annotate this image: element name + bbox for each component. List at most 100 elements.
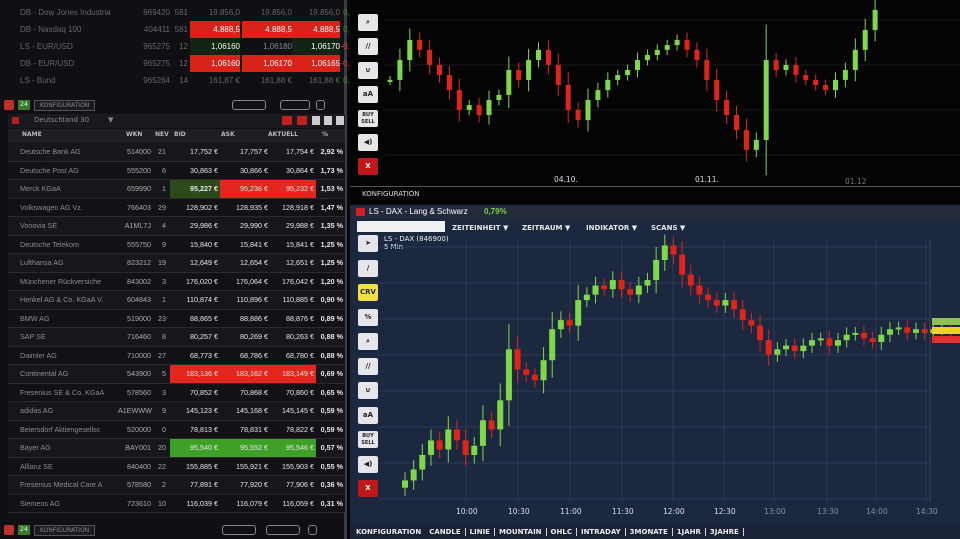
dropdown-icon[interactable]: ▼ [108,116,114,124]
col-bid[interactable]: BID [174,131,186,138]
tab-candle[interactable]: CANDLE [425,528,466,536]
watchlist-title[interactable]: Deutschland 30 [34,116,90,124]
index-row[interactable]: LS - EUR/USD 965275 12 1,06160 1,06180 1,0617… [20,38,368,55]
phone-icon[interactable] [316,100,325,110]
cell-wkn: 543900 [127,369,151,378]
cell-ask: 128,935 € [236,202,268,212]
table-row[interactable]: Lufthansa AG 823212 19 12,649 € 12,654 € 12,6… [8,254,345,273]
table-row[interactable]: Vonovia SE A1ML7J 4 29,986 € 29,990 € 29,988 … [8,217,345,236]
col-nev[interactable]: NEV [155,131,169,138]
alert-icon[interactable] [4,525,14,535]
table-row[interactable]: adidas AG A1EWWW 9 145,123 € 145,168 € 145,14… [8,402,345,421]
buy-sell-tool-icon[interactable]: BUY SELL [358,110,378,127]
configuration-button[interactable]: KONFIGURATION [34,99,96,111]
menu-zeitraum[interactable]: ZEITRAUM ▼ [522,224,571,232]
col-ask[interactable]: ASK [221,131,235,138]
cell-pct: 1,20 % [320,276,343,286]
parallel-lines-tool-icon[interactable]: // [358,38,378,55]
cell-ask: 80,269 € [240,332,268,341]
candle [895,327,902,330]
curve-tool-icon[interactable]: ∪ [358,62,378,79]
line-tool-icon[interactable]: / [358,259,378,277]
cell-nev: 3 [162,276,166,286]
toggle-control[interactable] [232,100,266,110]
candle [497,400,504,430]
table-row[interactable]: Beiersdorf Aktiengesellsc 520000 0 78,813 €… [8,420,345,439]
cell-pct: 1,25 % [320,239,343,249]
bell-icon[interactable] [297,116,307,125]
search-input[interactable] [357,221,445,232]
top-candle-chart[interactable] [350,0,960,203]
menu-scans[interactable]: SCANS ▼ [651,224,686,232]
table-row[interactable]: Henkel AG & Co. KGaA V. 604843 1 110,874 € 1… [8,291,345,310]
cursor-tool-icon[interactable]: ➤ [358,235,378,252]
configuration-button[interactable]: KONFIGURATION [362,190,420,198]
zoom-tool-icon[interactable]: ⌕ [358,333,378,350]
dax-candle-chart[interactable] [350,205,960,525]
tab-3monate[interactable]: 3MONATE [626,528,673,536]
cell-ask: 88,886 € [240,313,268,323]
table-row[interactable]: Fresenius SE & Co. KGaA 578560 3 70,852 € 70… [8,383,345,402]
tab-konfiguration[interactable]: KONFIGURATION [356,528,422,536]
flag-control[interactable] [280,100,310,110]
index-row[interactable]: DB - EUR/USD 965275 12 1,06160 1,06170 1,0616… [20,55,368,72]
index-row[interactable]: LS - Bund 965264 14 161,87 € 161,88 € 161,88 … [20,72,368,89]
index-bid: 1,06160 [190,38,240,55]
tab-intraday[interactable]: INTRADAY [577,528,626,536]
crv-tool-icon[interactable]: CRV [358,284,378,301]
table-row[interactable]: Merck KGaA 659990 1 95,227 €95,236 €95,232 … [8,180,345,199]
alert-icon[interactable] [4,100,14,110]
menu-indikator[interactable]: INDIKATOR ▼ [586,224,638,232]
zoom-tool-icon[interactable]: ⌕ [358,14,378,31]
tab-ohlc[interactable]: OHLC [547,528,577,536]
table-row[interactable]: Daimler AG 710000 27 68,773 € 68,786 € 68,780… [8,346,345,365]
table-row[interactable]: Münchener Rückversiche 843002 3 176,020 € 17… [8,272,345,291]
index-row[interactable]: DB - Dow Jones Industria 969420 581 19.856,… [20,4,368,21]
menu-zeiteinheit[interactable]: ZEITEINHEIT ▼ [452,224,509,232]
table-row[interactable]: SAP SE 716460 8 80,257 € 80,269 € 80,263 € 0,8… [8,328,345,347]
toggle-control[interactable] [222,525,256,535]
table-row[interactable]: Deutsche Telekom 555750 9 15,840 € 15,841 € 1… [8,235,345,254]
tab-linie[interactable]: LINIE [466,528,495,536]
table-row[interactable]: BMW AG 519000 23 88,865 € 88,886 € 88,876 € 0,… [8,309,345,328]
tab-mountain[interactable]: MOUNTAIN [495,528,547,536]
index-nev: 12 [179,59,188,68]
cell-pct: 1,73 % [320,165,343,175]
x-tick: 13:30 [817,507,839,516]
configuration-button[interactable]: KONFIGURATION [34,524,96,536]
candle [872,9,878,31]
flag-control[interactable] [266,525,300,535]
sound-tool-icon[interactable]: ◀) [358,455,378,473]
table-row[interactable]: Allianz SE 840400 22 155,885 € 155,921 € 155,… [8,457,345,476]
stock-name: Fresenius Medical Care A [20,480,103,490]
buy-sell-tool-icon[interactable]: BUY SELL [358,431,378,448]
bar-chart-icon[interactable] [282,116,292,125]
col-aktuell[interactable]: AKTUELL [268,131,299,138]
parallel-lines-tool-icon[interactable]: // [358,357,378,375]
tab-3jahre[interactable]: 3JAHRE [706,528,744,536]
table-row[interactable]: Deutsche Post AG 555200 6 30,863 € 30,866 € 3… [8,161,345,180]
table-row[interactable]: Volkswagen AG Vz. 766403 29 128,902 € 128,93… [8,198,345,217]
table-row[interactable]: Deutsche Bank AG 514000 21 17,752 € 17,757 €… [8,143,345,162]
x-tool-icon[interactable]: X [358,480,378,497]
maximize-icon[interactable] [324,116,332,125]
table-row[interactable]: Siemens AG 723610 10 116,039 € 116,079 € 116,… [8,494,345,513]
percent-tool-icon[interactable]: % [358,308,378,326]
cell-aktuell: 110,885 € [282,295,314,304]
col-wkn[interactable]: WKN [126,131,143,138]
tab-1jahr[interactable]: 1JAHR [673,528,706,536]
x-tool-icon[interactable]: X [358,158,378,175]
table-row[interactable]: Continental AG 543900 5 183,136 €183,162 €1… [8,365,345,384]
col-percent[interactable]: % [322,131,329,138]
phone-icon[interactable] [308,525,317,535]
aa-tool-icon[interactable]: aA [358,86,378,103]
close-icon[interactable] [336,116,344,125]
curve-tool-icon[interactable]: ∪ [358,382,378,399]
index-row[interactable]: DB - Nasdaq 100 404411 581 4.888,5 4.888,5 4.… [20,21,368,38]
table-row[interactable]: Bayer AG BAY001 20 95,540 €95,552 €95,546 €… [8,439,345,458]
info-icon[interactable] [312,116,320,125]
table-row[interactable]: Fresenius Medical Care A 578580 2 77,891 € 7… [8,476,345,495]
sound-tool-icon[interactable]: ◀) [358,134,378,151]
col-name[interactable]: NAME [22,131,42,138]
aa-tool-icon[interactable]: aA [358,406,378,424]
